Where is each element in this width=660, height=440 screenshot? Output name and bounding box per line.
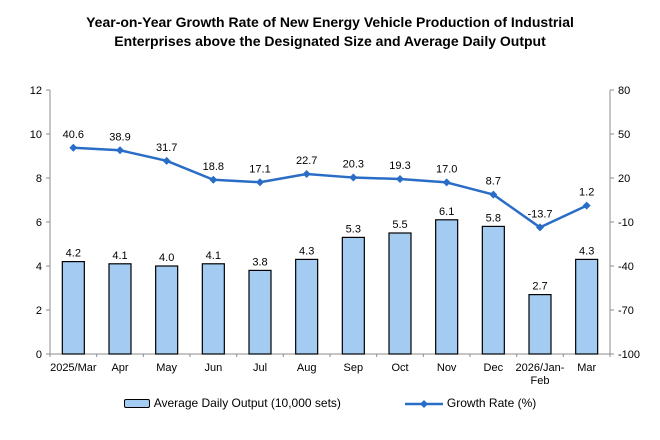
bar [528, 294, 552, 355]
bar-swatch-icon [123, 398, 150, 408]
line-value-label: 38.9 [109, 131, 130, 143]
line-point-marker [349, 173, 358, 182]
bar [481, 225, 505, 355]
y-left-tick-label: 4 [36, 261, 42, 273]
bar [435, 219, 459, 355]
line-point-marker [256, 178, 264, 187]
x-tick-label: Dec [484, 362, 504, 374]
bar [295, 258, 319, 355]
bar [575, 258, 599, 355]
bar-value-label: 4.3 [299, 245, 314, 257]
line-value-label: 19.3 [389, 160, 410, 172]
x-tick-label: 2025/Mar [50, 362, 97, 374]
bar-value-label: 4.1 [112, 250, 127, 262]
bar-value-label: 4.2 [66, 248, 81, 260]
line-value-label: 22.7 [296, 155, 317, 167]
y-right-tick-label: 80 [618, 85, 630, 97]
bar [341, 236, 365, 355]
y-left-tick-label: 0 [36, 349, 42, 361]
line-point-marker [116, 146, 124, 155]
y-left-tick-label: 10 [30, 129, 42, 141]
line-value-label: 31.7 [156, 142, 177, 154]
x-tick-label: 2026/Jan-Feb [516, 362, 565, 387]
x-tick-label: Jun [204, 362, 222, 374]
y-left-tick-label: 12 [30, 85, 42, 97]
x-tick-label: Sep [344, 362, 364, 374]
legend: Average Daily Output (10,000 sets) Growt… [0, 396, 660, 410]
line-point-marker [582, 201, 591, 210]
x-tick-label: Mar [577, 362, 596, 374]
legend-item-bar-series: Average Daily Output (10,000 sets) [123, 396, 341, 410]
bar-value-label: 5.3 [346, 223, 361, 235]
y-left-tick-label: 2 [36, 305, 42, 317]
y-right-tick-label: -70 [618, 305, 634, 317]
line-value-label: 18.8 [203, 161, 224, 173]
legend-item-line-series: Growth Rate (%) [404, 396, 537, 410]
bar-value-label: 3.8 [252, 256, 267, 268]
line-swatch-icon [404, 398, 443, 408]
line-point-marker [489, 190, 498, 199]
line-point-marker [162, 156, 171, 165]
line-point-marker [396, 175, 404, 184]
bar-value-label: 4.0 [159, 252, 174, 264]
bar-value-label: 4.1 [206, 250, 221, 262]
bar-value-label: 2.7 [532, 281, 547, 293]
line-point-marker [69, 143, 78, 152]
line-point-marker [302, 170, 311, 179]
line-value-label: 17.0 [436, 163, 457, 175]
bar-value-label: 5.5 [392, 219, 407, 231]
x-tick-label: Aug [297, 362, 317, 374]
line-value-label: 40.6 [63, 129, 84, 141]
x-tick-label: Jul [253, 362, 267, 374]
line-value-label: 20.3 [343, 159, 364, 171]
bar-value-label: 5.8 [486, 212, 501, 224]
line-point-marker [209, 175, 218, 184]
bar [248, 269, 272, 355]
legend-label-line-series: Growth Rate (%) [446, 396, 537, 410]
line-point-marker [536, 223, 544, 232]
line-value-label: 1.2 [579, 187, 594, 199]
y-right-tick-label: -100 [618, 349, 640, 361]
line-value-label: 8.7 [486, 176, 501, 188]
y-right-tick-label: -10 [618, 217, 634, 229]
line-point-marker [442, 178, 451, 187]
y-right-tick-label: -40 [618, 261, 634, 273]
x-tick-label: Nov [437, 362, 457, 374]
bar [155, 265, 179, 355]
chart-title: Year-on-Year Growth Rate of New Energy V… [86, 14, 574, 50]
bar [108, 263, 132, 355]
line-value-label: 17.1 [249, 163, 270, 175]
bar-value-label: 4.3 [579, 245, 594, 257]
bar-value-label: 6.1 [439, 206, 454, 218]
bar [61, 261, 85, 355]
y-left-tick-label: 8 [36, 173, 42, 185]
plot-area: 0 2 4 6 8 10 12 -100 -70 -40 -10 20 50 80 2025/Mar Apr M… [30, 85, 640, 387]
x-tick-label: Oct [391, 362, 408, 374]
y-left-tick-label: 6 [36, 217, 42, 229]
y-right-tick-label: 50 [618, 129, 630, 141]
x-tick-label: May [156, 362, 177, 374]
x-tick-label: Apr [111, 362, 128, 374]
bar [201, 263, 225, 355]
bar [388, 232, 412, 355]
growth-line [73, 146, 588, 229]
line-value-label: -13.7 [527, 208, 552, 220]
legend-label-bar-series: Average Daily Output (10,000 sets) [153, 396, 341, 410]
y-right-tick-label: 20 [618, 173, 630, 185]
